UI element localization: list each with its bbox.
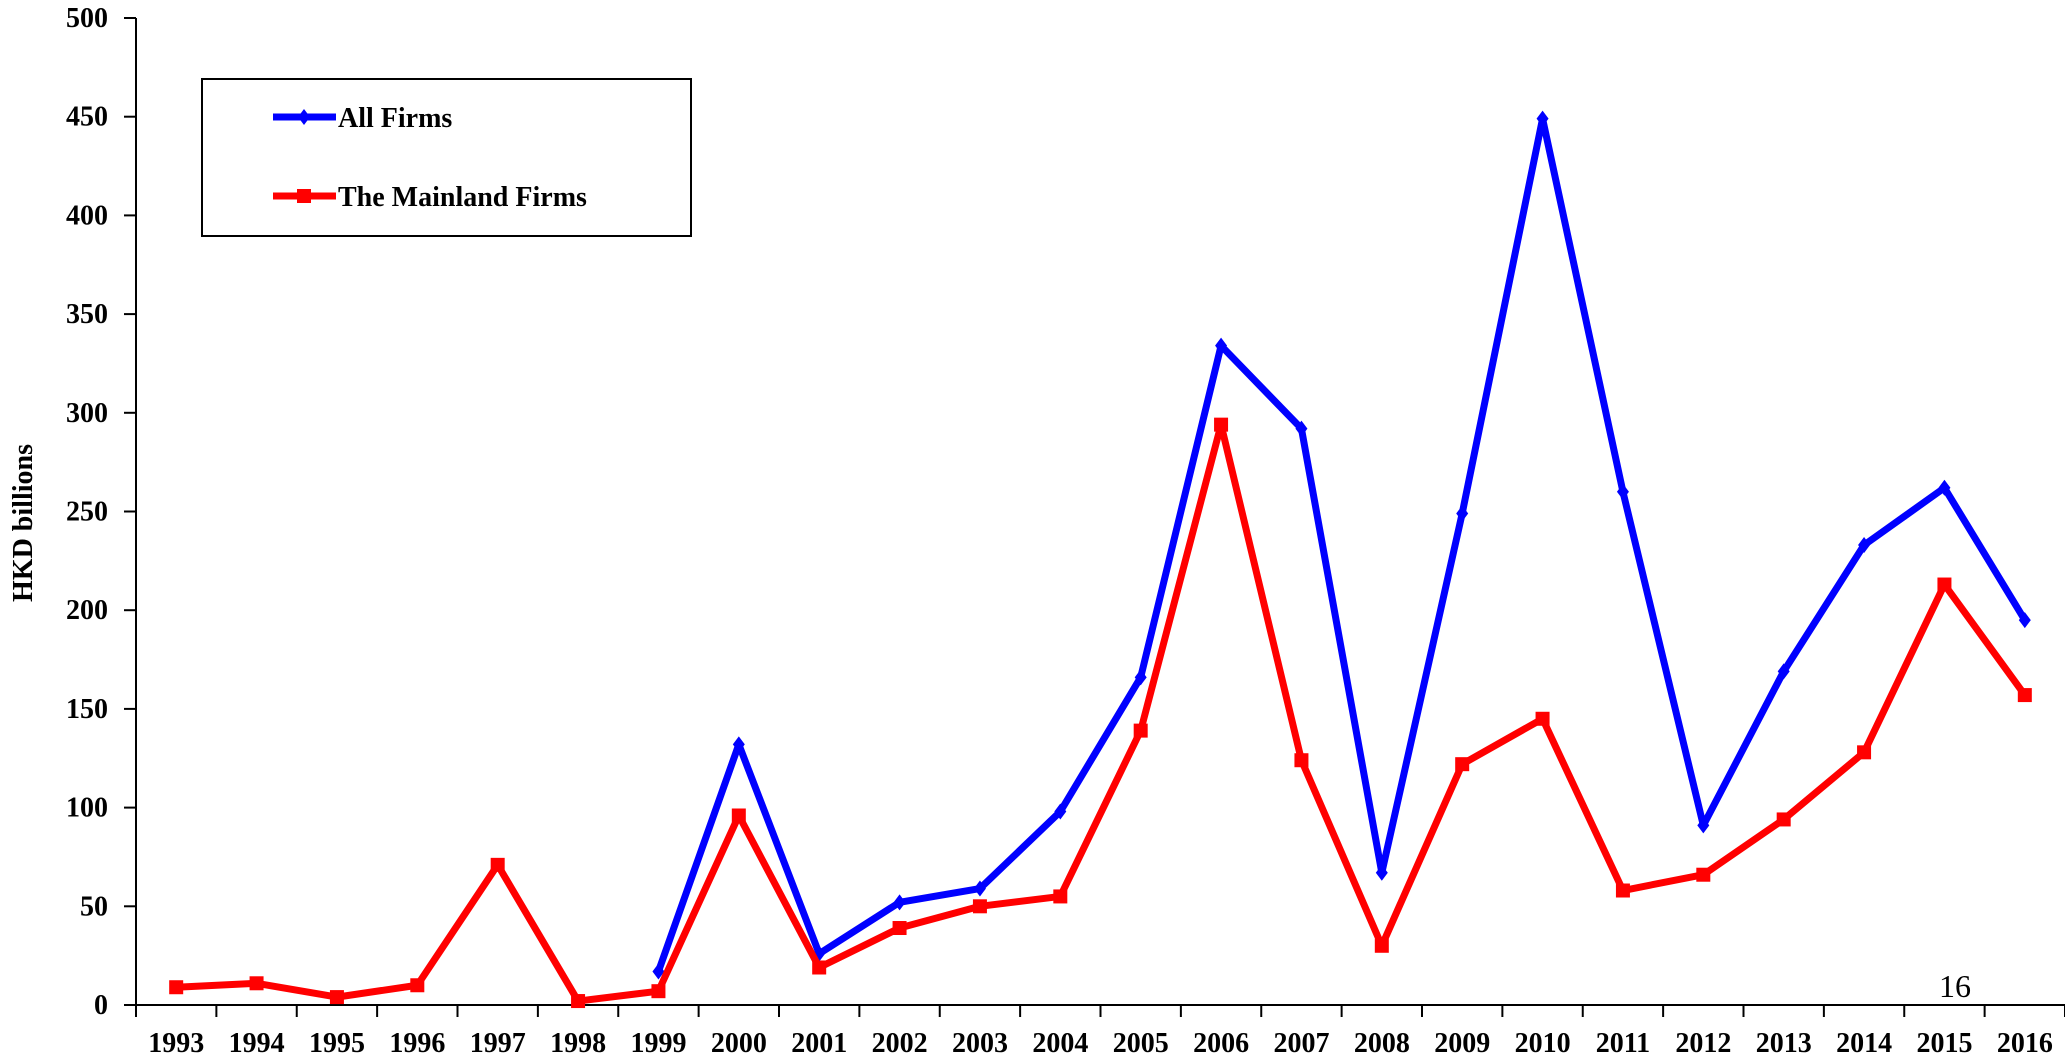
y-tick-label: 150 <box>66 694 108 725</box>
x-tick-label: 1996 <box>389 1028 445 1057</box>
x-tick-label: 2013 <box>1756 1028 1812 1057</box>
y-tick-label: 300 <box>66 398 108 429</box>
data-point <box>651 984 666 999</box>
x-tick-label: 2015 <box>1916 1028 1972 1057</box>
x-tick-label: 1995 <box>309 1028 365 1057</box>
data-point <box>1858 537 1871 554</box>
page-number: 16 <box>1939 968 1971 1004</box>
x-tick-label: 1994 <box>229 1028 285 1057</box>
x-tick-label: 1993 <box>148 1028 204 1057</box>
y-tick-label: 350 <box>66 299 108 330</box>
data-point <box>1455 757 1470 772</box>
data-point <box>893 894 906 911</box>
data-point <box>812 960 827 975</box>
data-point <box>1456 505 1469 522</box>
data-point <box>1295 420 1308 437</box>
x-tick-label: 2010 <box>1515 1028 1571 1057</box>
x-tick-label: 2004 <box>1032 1028 1088 1057</box>
data-point <box>1616 483 1629 500</box>
data-point <box>731 808 746 823</box>
data-point <box>1053 889 1068 904</box>
x-tick-label: 2009 <box>1434 1028 1490 1057</box>
data-point <box>1215 337 1228 354</box>
data-point <box>1937 577 1952 592</box>
x-tick-label: 2003 <box>952 1028 1008 1057</box>
legend-marker <box>298 109 310 125</box>
x-tick-label: 2002 <box>872 1028 928 1057</box>
data-point <box>490 857 505 872</box>
series-line <box>172 421 2029 1005</box>
legend-label: The Mainland Firms <box>338 182 587 213</box>
x-tick-label: 2001 <box>791 1028 847 1057</box>
data-point <box>1615 883 1630 898</box>
y-tick-label: 100 <box>66 793 108 824</box>
data-point <box>1054 803 1067 820</box>
data-point <box>892 921 907 936</box>
x-tick-label: 2012 <box>1675 1028 1731 1057</box>
data-point <box>410 978 425 993</box>
data-point <box>1294 753 1309 768</box>
data-point <box>1938 479 1951 496</box>
y-tick-label: 250 <box>66 497 108 528</box>
x-tick-label: 1999 <box>630 1028 686 1057</box>
data-point <box>1133 723 1148 738</box>
series-line <box>654 115 2029 975</box>
y-tick-label: 200 <box>66 595 108 626</box>
legend-marker <box>297 189 311 203</box>
series-0 <box>652 110 2031 980</box>
data-point <box>1536 110 1549 127</box>
data-point <box>1696 867 1711 882</box>
data-point <box>1375 864 1388 881</box>
data-point <box>1134 669 1147 686</box>
x-tick-label: 1998 <box>550 1028 606 1057</box>
data-point <box>2018 612 2031 629</box>
data-point <box>1535 711 1550 726</box>
x-tick-label: 2000 <box>711 1028 767 1057</box>
data-point <box>329 990 344 1005</box>
x-tick-label: 2011 <box>1596 1028 1650 1057</box>
x-tick-label: 2014 <box>1836 1028 1892 1057</box>
data-point <box>1776 812 1791 827</box>
x-tick-label: 2006 <box>1193 1028 1249 1057</box>
y-tick-label: 450 <box>66 102 108 133</box>
data-point <box>2017 688 2032 703</box>
x-tick-label: 1997 <box>470 1028 526 1057</box>
series-layer <box>169 110 2032 1009</box>
data-point <box>169 980 184 995</box>
data-point <box>1697 817 1710 834</box>
axes: 0 50 100 150 200 250 300 350 400 450 500 1993 1994 19… <box>66 3 2065 1057</box>
y-tick-label: 400 <box>66 200 108 231</box>
data-point <box>1374 938 1389 953</box>
x-tick-label: 2007 <box>1273 1028 1329 1057</box>
data-point <box>732 736 745 753</box>
data-point <box>973 880 986 897</box>
x-tick-label: 2016 <box>1997 1028 2053 1057</box>
series-1 <box>169 417 2032 1009</box>
data-point <box>571 994 586 1009</box>
y-tick-label: 0 <box>94 990 108 1021</box>
y-tick-label: 500 <box>66 3 108 34</box>
data-point <box>1857 745 1872 760</box>
legend-box <box>201 78 692 237</box>
y-tick-label: 50 <box>80 891 108 922</box>
data-point <box>249 976 264 991</box>
data-point <box>972 899 987 914</box>
y-axis-title: HKD billions <box>8 444 39 602</box>
x-tick-label: 2008 <box>1354 1028 1410 1057</box>
data-point <box>1214 417 1229 432</box>
legend-label: All Firms <box>338 103 452 134</box>
legend: All Firms The Mainland Firms <box>201 78 692 237</box>
data-point <box>652 963 665 980</box>
x-tick-label: 2005 <box>1113 1028 1169 1057</box>
data-point <box>1777 663 1790 680</box>
